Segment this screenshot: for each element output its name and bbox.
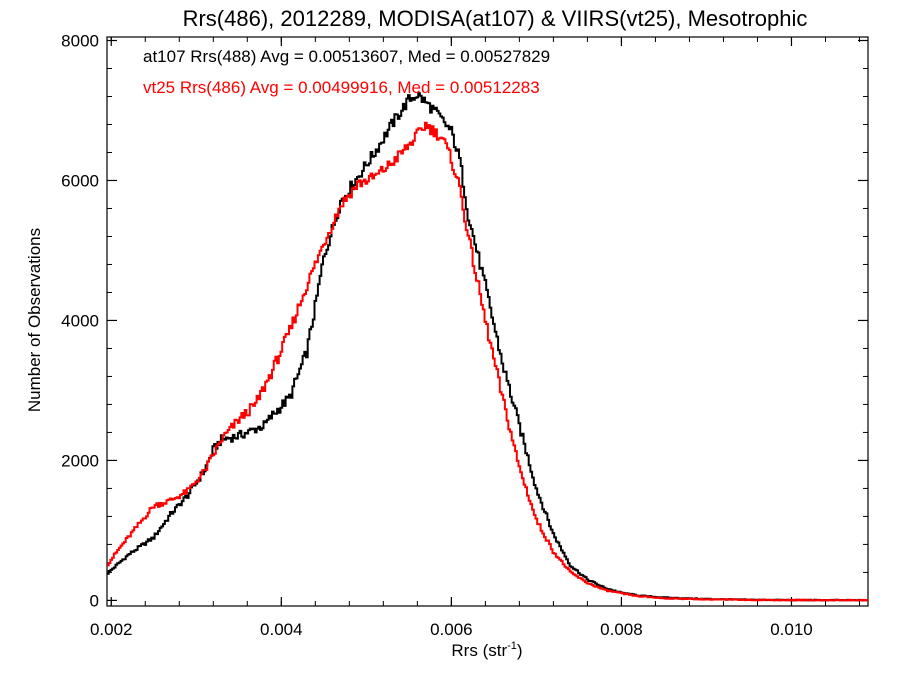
legend-entry-at107: at107 Rrs(488) Avg = 0.00513607, Med = 0…: [143, 47, 550, 66]
series-line-1: [107, 121, 869, 602]
plot-frame: [106, 36, 869, 607]
y-tick-label: 6000: [61, 171, 99, 190]
x-tick-label: 0.008: [600, 620, 643, 639]
x-axis: 0.002 0.004 0.006 0.008 0.010: [90, 37, 860, 639]
x-axis-label-main: Rrs (str: [451, 641, 507, 660]
series-layer: [107, 92, 869, 602]
chart-title: Rrs(486), 2012289, MODISA(at107) & VIIRS…: [183, 6, 808, 31]
legend-entry-vt25: vt25 Rrs(486) Avg = 0.00499916, Med = 0.…: [143, 78, 540, 97]
x-tick-label: 0.010: [770, 620, 813, 639]
y-axis-label: Number of Observations: [25, 228, 44, 412]
x-axis-label-suffix: ): [517, 641, 523, 660]
y-axis: 0 2000 4000 6000 8000: [61, 31, 868, 610]
y-tick-label: 8000: [61, 31, 99, 50]
x-tick-label: 0.002: [90, 620, 133, 639]
y-tick-label: 2000: [61, 451, 99, 470]
y-tick-label: 0: [90, 591, 99, 610]
x-tick-label: 0.004: [260, 620, 303, 639]
x-axis-label: Rrs (str-1): [451, 640, 522, 660]
x-tick-label: 0.006: [430, 620, 473, 639]
y-tick-label: 4000: [61, 311, 99, 330]
series-line-0: [107, 92, 869, 602]
x-axis-label-sup: -1: [507, 640, 517, 652]
